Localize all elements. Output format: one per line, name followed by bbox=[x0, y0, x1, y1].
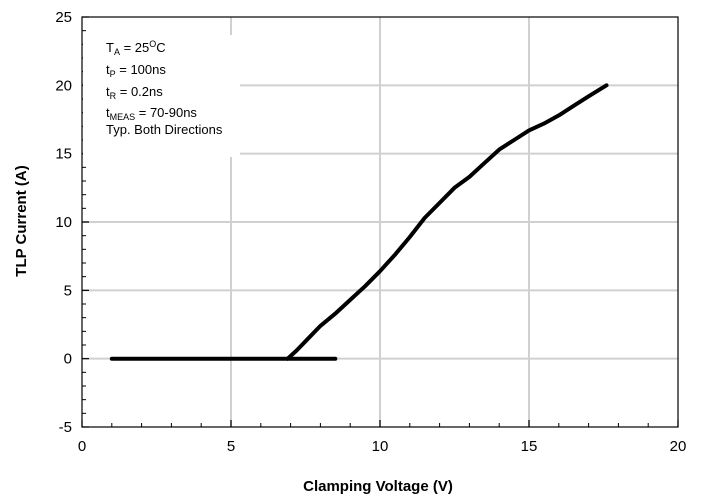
x-tick-label: 20 bbox=[670, 438, 687, 455]
annotation-tr: tR = 0.2ns bbox=[106, 84, 163, 101]
x-tick-label: 10 bbox=[372, 438, 389, 455]
y-tick-label: 10 bbox=[55, 214, 72, 231]
y-tick-label: -5 bbox=[59, 419, 72, 436]
x-axis-title: Clamping Voltage (V) bbox=[303, 478, 453, 495]
x-tick-label: 0 bbox=[78, 438, 86, 455]
x-tick-label: 5 bbox=[227, 438, 235, 455]
annotation-background bbox=[83, 35, 240, 157]
annotation-tmeas: tMEAS = 70-90ns bbox=[106, 105, 197, 122]
y-tick-label: 0 bbox=[64, 351, 72, 368]
annotation-ta: TA = 25OC bbox=[106, 39, 166, 57]
x-tick-label: 15 bbox=[521, 438, 538, 455]
y-tick-label: 25 bbox=[55, 9, 72, 26]
y-axis-title: TLP Current (A) bbox=[13, 165, 30, 276]
tick-labels: -5 0 5 10 15 20 25 0 5 10 15 20 bbox=[55, 9, 686, 455]
y-tick-label: 5 bbox=[64, 282, 72, 299]
annotation-note: Typ. Both Directions bbox=[106, 122, 223, 137]
series-line-2 bbox=[285, 83, 609, 361]
y-tick-label: 20 bbox=[55, 77, 72, 94]
annotation-tp: tP = 100ns bbox=[106, 62, 166, 79]
data-series bbox=[109, 83, 609, 361]
y-tick-label: 15 bbox=[55, 146, 72, 163]
